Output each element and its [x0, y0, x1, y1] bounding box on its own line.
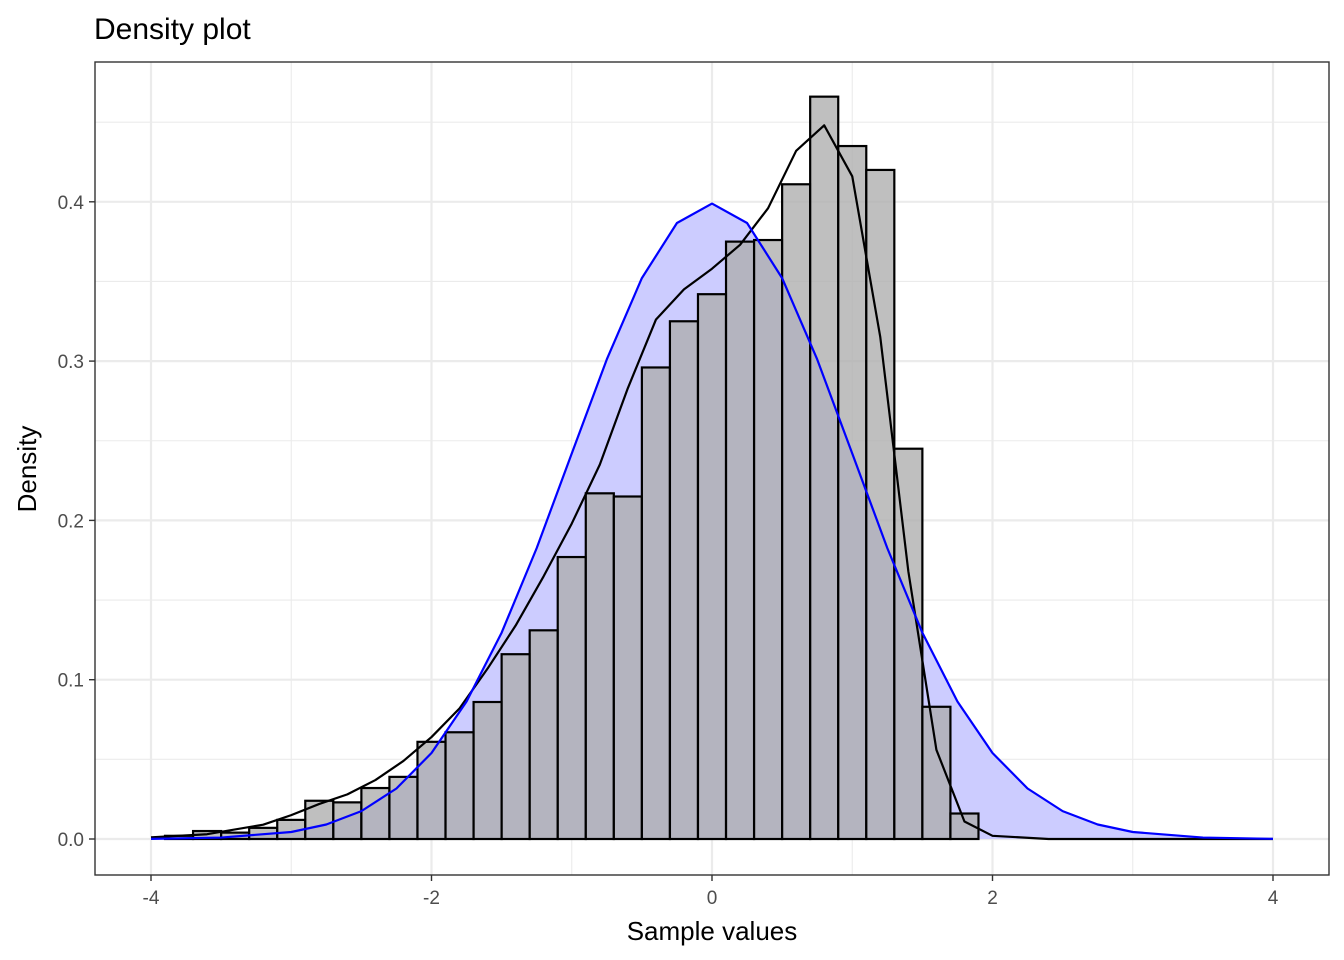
x-axis-title: Sample values: [627, 916, 798, 946]
histogram-bar: [500, 653, 531, 841]
histogram-bar: [837, 144, 868, 841]
histogram-bar: [472, 700, 503, 841]
kde-curve: [150, 124, 1273, 841]
normal-density-line: [150, 202, 1274, 840]
histogram-bar: [388, 775, 419, 841]
x-tick-label: -4: [143, 888, 160, 909]
x-tick-label: 4: [1268, 888, 1279, 909]
y-tick-label: 0.0: [58, 830, 84, 851]
histogram-bar: [556, 555, 587, 841]
x-tick-label: -2: [423, 888, 440, 909]
histogram-bar: [696, 293, 728, 841]
histogram-bar: [528, 629, 559, 841]
y-tick-label: 0.2: [58, 511, 84, 532]
histogram-bar: [668, 320, 700, 841]
x-axis: -4 -2 0 2 4: [143, 875, 1279, 909]
y-tick-label: 0.3: [58, 352, 84, 373]
histogram-bar: [752, 238, 784, 841]
histogram-bar: [809, 95, 840, 841]
normal-curve: [150, 202, 1274, 840]
histogram-bar: [304, 799, 335, 841]
histogram-bar: [893, 447, 924, 841]
histogram-bar: [724, 240, 756, 841]
y-axis-title: Density: [12, 426, 42, 513]
histogram-bar: [416, 740, 447, 841]
y-axis: 0.0 0.1 0.2 0.3 0.4: [58, 193, 95, 851]
y-tick-label: 0.1: [58, 671, 84, 692]
kernel-density-line: [150, 124, 1273, 841]
histogram-bar: [612, 495, 643, 841]
y-tick-label: 0.4: [58, 193, 85, 214]
histogram-bar: [640, 366, 672, 841]
x-tick-label: 2: [987, 888, 998, 909]
histogram-bar: [584, 492, 615, 841]
x-tick-label: 0: [707, 888, 718, 909]
chart-title: Density plot: [94, 13, 251, 46]
histogram-bar: [444, 731, 475, 841]
histogram-bar: [781, 183, 812, 841]
